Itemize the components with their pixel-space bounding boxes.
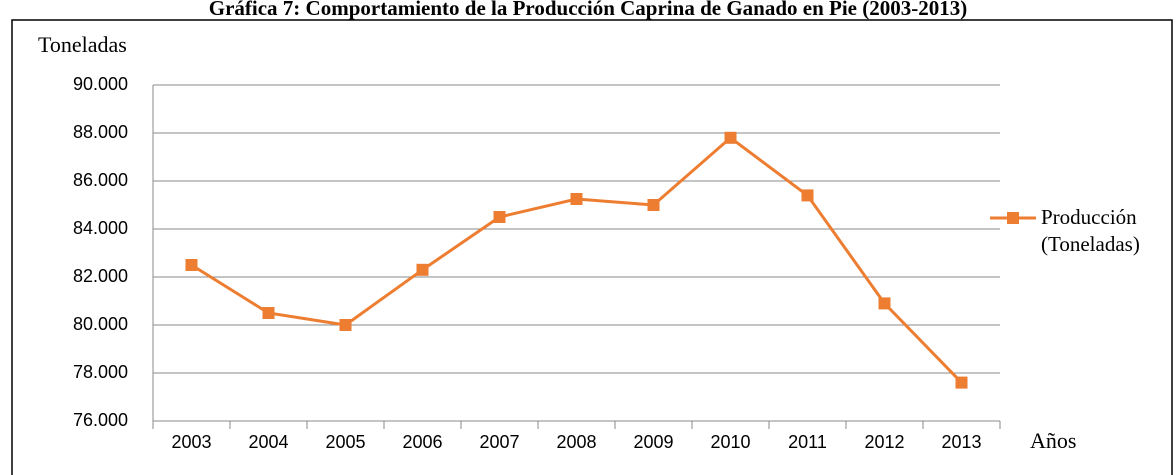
x-tick-label: 2008 bbox=[556, 432, 596, 452]
y-tick-label: 88.000 bbox=[73, 122, 128, 142]
y-tick-label: 82.000 bbox=[73, 266, 128, 286]
point-marker bbox=[339, 319, 352, 331]
point-marker bbox=[955, 376, 968, 389]
y-tick-label: 76.000 bbox=[73, 410, 128, 430]
x-tick-label: 2010 bbox=[710, 432, 750, 452]
legend-label: Producción (Toneladas) bbox=[1041, 205, 1140, 256]
y-axis-label: Toneladas bbox=[38, 32, 127, 57]
point-marker bbox=[493, 211, 506, 223]
x-tick-label: 2005 bbox=[325, 432, 365, 452]
point-marker bbox=[185, 259, 198, 271]
legend-marker bbox=[1007, 212, 1019, 224]
point-marker bbox=[416, 263, 429, 276]
y-tick-label: 78.000 bbox=[73, 362, 128, 382]
x-tick-label: 2012 bbox=[864, 432, 904, 452]
x-tick-label: 2003 bbox=[171, 432, 211, 452]
x-tick-label: 2011 bbox=[788, 432, 827, 452]
x-tick-label: 2004 bbox=[248, 432, 288, 452]
point-marker bbox=[724, 131, 737, 144]
point-marker bbox=[570, 193, 583, 205]
chart-title: Gráfica 7: Comportamiento de la Producci… bbox=[209, 0, 967, 20]
y-tick-label: 86.000 bbox=[73, 170, 128, 190]
x-tick-label: 2007 bbox=[479, 432, 519, 452]
point-marker bbox=[262, 307, 275, 319]
y-tick-label: 84.000 bbox=[73, 218, 128, 238]
x-axis-label: Años bbox=[1030, 428, 1076, 453]
chart-border bbox=[11, 19, 1173, 475]
x-tick-label: 2009 bbox=[633, 432, 673, 452]
point-marker bbox=[878, 297, 891, 310]
point-marker bbox=[801, 189, 814, 202]
point-marker bbox=[647, 199, 660, 211]
x-tick-label: 2013 bbox=[941, 432, 981, 452]
x-tick-label: 2006 bbox=[402, 432, 442, 452]
y-tick-label: 90.000 bbox=[73, 74, 128, 94]
y-tick-label: 80.000 bbox=[73, 314, 128, 334]
